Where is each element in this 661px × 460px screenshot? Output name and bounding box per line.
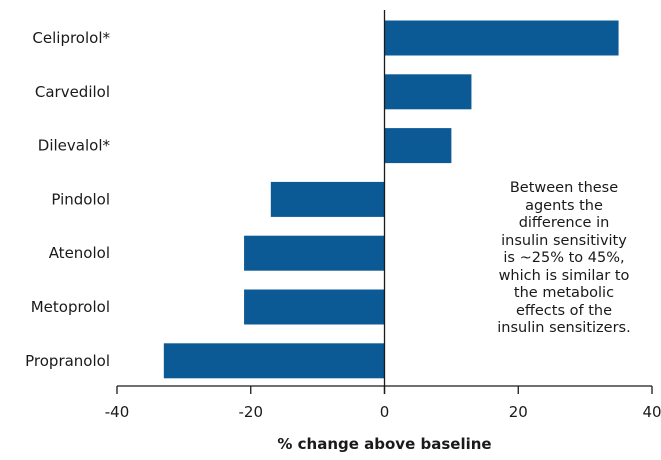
bar-propranolol (163, 343, 385, 379)
category-label-metoprolol: Metoprolol (31, 298, 110, 316)
category-label-pindolol: Pindolol (51, 190, 110, 208)
category-label-propranolol: Propranolol (25, 352, 110, 370)
bar-dilevalol (384, 128, 452, 164)
category-label-atenolol: Atenolol (49, 244, 110, 262)
annotation-text: Between these agents the difference in i… (497, 180, 631, 336)
bar-atenolol (244, 235, 385, 271)
bar-metoprolol (244, 289, 385, 325)
x-tick-label-4: 40 (642, 403, 661, 421)
x-axis-title: % change above baseline (277, 435, 491, 453)
bar-celiprolol (384, 20, 619, 56)
x-tick-label-3: 20 (509, 403, 528, 421)
x-tick-label-2: 0 (380, 403, 390, 421)
category-label-dilevalol: Dilevalol* (38, 137, 111, 155)
ticks-group: -40 -20 0 20 40 (105, 386, 661, 421)
x-tick-label-0: -40 (105, 403, 130, 421)
x-tick-label-1: -20 (239, 403, 264, 421)
bar-carvedilol (384, 74, 472, 110)
category-label-celiprolol: Celiprolol* (32, 29, 110, 47)
bars-group (163, 20, 619, 379)
category-label-carvedilol: Carvedilol (35, 83, 110, 101)
bar-pindolol (270, 181, 385, 217)
category-labels-group: Celiprolol* Carvedilol Dilevalol* Pindolol A… (25, 29, 110, 370)
